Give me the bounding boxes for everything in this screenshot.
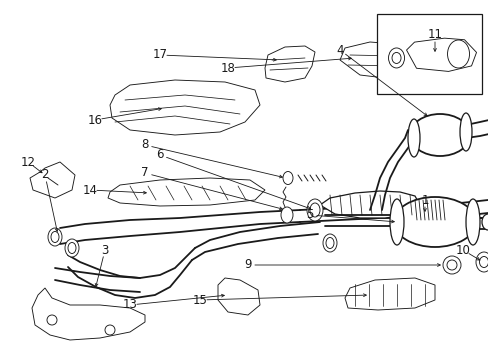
Text: 10: 10 — [455, 243, 469, 256]
Polygon shape — [339, 42, 407, 78]
Polygon shape — [264, 46, 314, 82]
Bar — [376, 14, 481, 94]
Polygon shape — [108, 178, 264, 206]
Ellipse shape — [325, 238, 333, 248]
Polygon shape — [345, 278, 434, 310]
Polygon shape — [218, 278, 260, 315]
Polygon shape — [319, 191, 419, 218]
Ellipse shape — [442, 256, 460, 274]
Text: 9: 9 — [244, 258, 251, 271]
Ellipse shape — [281, 207, 292, 223]
Ellipse shape — [283, 171, 292, 184]
Text: 14: 14 — [82, 184, 97, 197]
Ellipse shape — [475, 252, 488, 272]
Ellipse shape — [465, 199, 479, 245]
Text: 13: 13 — [122, 298, 137, 311]
Ellipse shape — [323, 234, 336, 252]
Text: 11: 11 — [427, 28, 442, 41]
Text: 16: 16 — [87, 113, 102, 126]
Ellipse shape — [48, 228, 62, 246]
Ellipse shape — [105, 325, 115, 335]
Text: 1: 1 — [420, 194, 428, 207]
Ellipse shape — [389, 199, 403, 245]
Text: 7: 7 — [141, 166, 148, 180]
Polygon shape — [30, 162, 75, 198]
Text: 5: 5 — [305, 208, 313, 221]
Ellipse shape — [459, 113, 471, 151]
Ellipse shape — [391, 53, 400, 63]
Text: 2: 2 — [41, 168, 49, 181]
Ellipse shape — [393, 197, 475, 247]
Ellipse shape — [388, 48, 404, 68]
Ellipse shape — [447, 40, 468, 68]
Polygon shape — [110, 80, 260, 135]
Text: 18: 18 — [220, 62, 235, 75]
Ellipse shape — [479, 256, 488, 267]
Text: 12: 12 — [20, 156, 36, 168]
Ellipse shape — [481, 214, 488, 230]
Ellipse shape — [306, 199, 323, 221]
Text: 6: 6 — [156, 148, 163, 162]
Ellipse shape — [309, 203, 319, 217]
Ellipse shape — [51, 231, 59, 243]
Text: 4: 4 — [336, 44, 343, 57]
Ellipse shape — [446, 260, 456, 270]
Text: 15: 15 — [192, 293, 207, 306]
Text: 8: 8 — [141, 139, 148, 152]
Text: 3: 3 — [101, 243, 108, 256]
Ellipse shape — [68, 243, 76, 253]
Ellipse shape — [65, 239, 79, 257]
Ellipse shape — [47, 315, 57, 325]
Text: 17: 17 — [152, 49, 167, 62]
Ellipse shape — [407, 119, 419, 157]
Polygon shape — [32, 288, 145, 340]
Polygon shape — [406, 38, 475, 71]
Ellipse shape — [409, 114, 469, 156]
